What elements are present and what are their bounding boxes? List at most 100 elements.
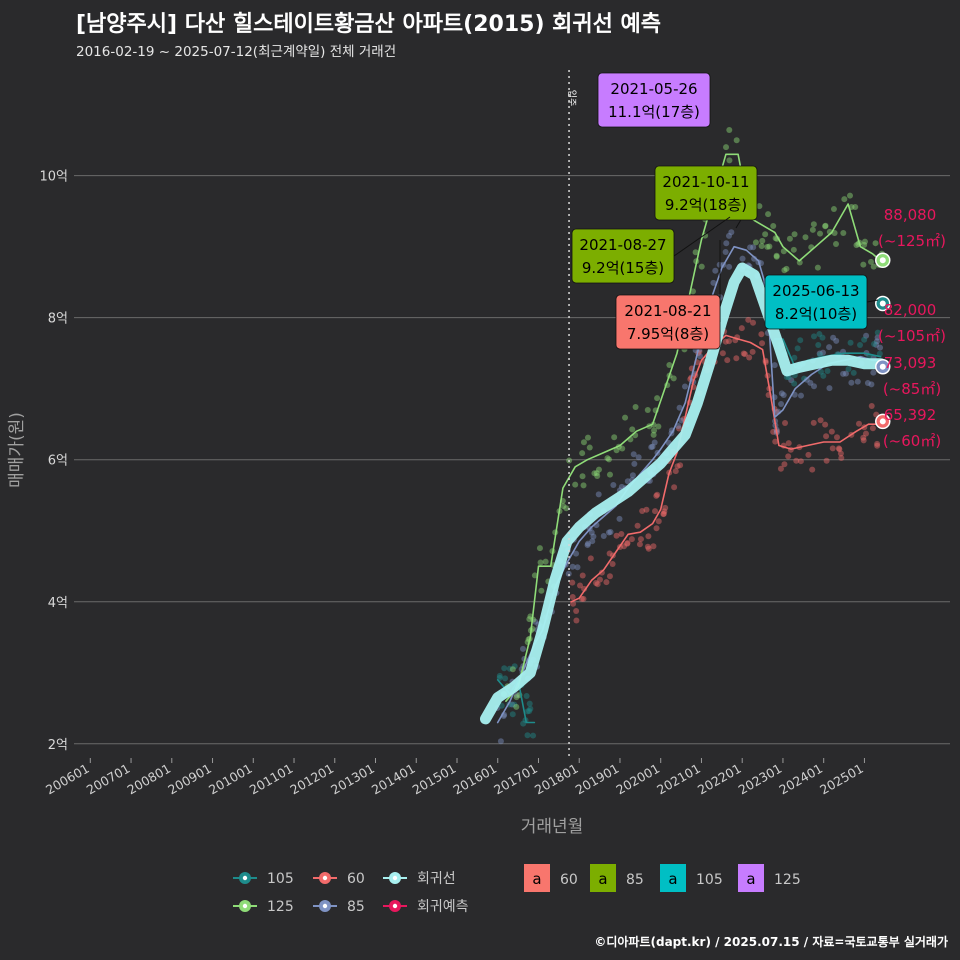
scatter-point-85 [635, 454, 642, 461]
scatter-point-85 [751, 255, 758, 262]
scatter-point-125 [698, 263, 705, 270]
scatter-point-60 [645, 533, 652, 540]
scatter-point-125 [830, 206, 837, 213]
scatter-point-125 [613, 447, 620, 454]
scatter-point-125 [563, 505, 570, 512]
scatter-point-85 [728, 229, 735, 236]
scatter-point-85 [726, 263, 733, 270]
scatter-point-60 [740, 350, 747, 357]
scatter-point-85 [676, 404, 683, 411]
scatter-point-60 [660, 510, 667, 517]
annotation-date: 2021-10-11 [662, 173, 749, 191]
scatter-point-125 [781, 267, 788, 274]
scatter-point-60 [650, 543, 657, 550]
scatter-point-85 [630, 451, 637, 458]
scatter-point-125 [802, 234, 809, 241]
scatter-point-125 [513, 703, 520, 710]
scatter-point-85 [624, 478, 631, 485]
y-tick-label: 4억 [48, 596, 68, 611]
scatter-point-105 [797, 337, 804, 344]
scatter-point-60 [785, 453, 792, 460]
scatter-point-60 [838, 454, 845, 461]
scatter-point-85 [574, 564, 581, 571]
scatter-point-85 [842, 370, 849, 377]
x-tick-label: 202301 [736, 761, 785, 798]
scatter-point-60 [860, 437, 867, 444]
scatter-point-125 [542, 558, 549, 565]
annotation-date: 2021-05-26 [610, 80, 697, 98]
scatter-point-85 [675, 422, 682, 429]
scatter-point-85 [810, 383, 817, 390]
scatter-point-125 [689, 288, 696, 295]
scatter-point-60 [817, 417, 824, 424]
scatter-point-85 [696, 353, 703, 360]
legend-point-core [392, 875, 398, 881]
scatter-point-105 [871, 341, 878, 348]
scatter-point-85 [873, 341, 880, 348]
scatter-point-125 [773, 253, 780, 260]
scatter-point-60 [609, 560, 616, 567]
scatter-point-60 [645, 545, 652, 552]
scatter-point-125 [670, 375, 677, 382]
scatter-point-60 [643, 506, 650, 513]
scatter-point-85 [840, 370, 847, 377]
scatter-point-60 [653, 492, 660, 499]
scatter-point-125 [595, 466, 602, 473]
legend-line-label: 회귀예측 [417, 899, 469, 915]
legend-box-letter: a [532, 870, 541, 888]
scatter-point-85 [584, 542, 591, 549]
scatter-point-85 [565, 570, 572, 577]
scatter-point-125 [852, 203, 859, 210]
scatter-point-85 [519, 645, 526, 652]
x-tick-label: 201401 [369, 761, 418, 798]
legend-box-letter: a [598, 870, 607, 888]
scatter-point-60 [829, 445, 836, 452]
scatter-point-60 [810, 419, 817, 426]
scatter-point-85 [532, 618, 539, 625]
scatter-point-60 [613, 532, 620, 539]
x-tick-label: 202001 [613, 761, 662, 798]
x-tick-label: 202101 [654, 761, 703, 798]
scatter-point-60 [759, 340, 766, 347]
scatter-point-60 [644, 543, 651, 550]
forecast-value-label: 82,000 [884, 301, 937, 319]
scatter-point-60 [579, 572, 586, 579]
scatter-point-60 [724, 357, 731, 364]
x-tick-label: 202501 [817, 761, 866, 798]
scatter-point-105 [861, 336, 868, 343]
y-tick-label: 6억 [48, 454, 68, 469]
x-axis-title: 거래년월 [521, 817, 584, 837]
scatter-point-85 [868, 381, 875, 388]
scatter-point-85 [616, 515, 623, 522]
scatter-point-125 [593, 470, 600, 477]
scatter-point-125 [622, 414, 629, 421]
scatter-point-60 [593, 580, 600, 587]
scatter-point-105 [526, 700, 533, 707]
scatter-point-60 [662, 504, 669, 511]
scatter-point-125 [853, 242, 860, 249]
scatter-point-60 [770, 428, 777, 435]
annotation-box [615, 294, 721, 350]
scatter-point-85 [826, 385, 833, 392]
legend-line-label: 60 [347, 871, 365, 887]
legend-box-label: 85 [626, 872, 644, 888]
scatter-point-125 [783, 265, 790, 272]
scatter-point-125 [579, 450, 586, 457]
scatter-point-125 [537, 559, 544, 566]
scatter-point-60 [671, 484, 678, 491]
scatter-point-105 [816, 331, 823, 338]
scatter-point-60 [618, 530, 625, 537]
scatter-point-85 [600, 532, 607, 539]
scatter-point-60 [805, 451, 812, 458]
scatter-point-60 [594, 581, 601, 588]
scatter-point-85 [750, 244, 757, 251]
x-tick-label: 201101 [247, 761, 296, 798]
scatter-point-105 [501, 665, 508, 672]
scatter-point-105 [820, 372, 827, 379]
scatter-point-125 [650, 421, 657, 428]
annotation-leader [866, 299, 879, 303]
annotation-box [654, 165, 758, 221]
scatter-point-85 [497, 738, 504, 745]
scatter-point-85 [778, 390, 785, 397]
